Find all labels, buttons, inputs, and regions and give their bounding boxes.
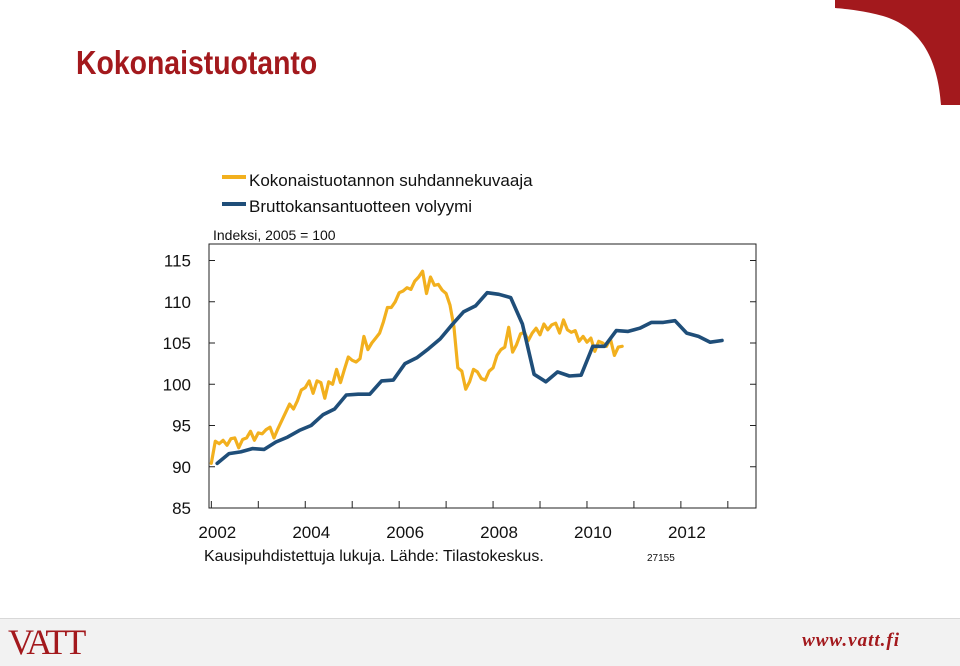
x-tick-label: 2012 [668,523,706,542]
y-axis-unit-label: Indeksi, 2005 = 100 [213,227,336,243]
y-tick-label: 95 [172,417,191,436]
legend-label-suhdannekuvaaja: Kokonaistuotannon suhdannekuvaaja [249,171,533,190]
vatt-logo: VATT [8,622,86,662]
x-tick-label: 2008 [480,523,518,542]
website-link[interactable]: www.vatt.fi [802,630,900,651]
x-tick-label: 2004 [292,523,330,542]
page-title: Kokonaistuotanto [76,44,318,81]
y-tick-label: 110 [164,293,191,312]
series-line-bkt-volyymi [215,290,724,466]
chart-footnote: Kausipuhdistettuja lukuja. Lähde: Tilast… [204,548,544,565]
y-tick-label: 90 [172,458,191,477]
footer-band [0,618,960,666]
plot-frame [208,243,757,509]
axes: 85 90 95 100 105 110 115 2002 2004 2006 2008 2010 20… [163,243,757,542]
x-tick-label: 2010 [574,523,612,542]
y-tick-label: 105 [163,334,191,353]
series-lines [209,269,724,466]
legend-label-bkt-volyymi: Bruttokansantuotteen volyymi [249,197,472,216]
legend: Kokonaistuotannon suhdannekuvaaja Brutto… [222,171,533,216]
y-tick-label: 115 [164,252,191,271]
x-tick-label: 2006 [386,523,424,542]
y-tick-label: 85 [172,499,191,518]
x-tick-label: 2002 [198,523,236,542]
series-line-suhdannekuvaaja [209,269,624,465]
y-tick-label: 100 [163,375,191,394]
line-chart: Kokonaistuotannon suhdannekuvaaja Brutto… [163,171,757,565]
chart-id-number: 27155 [647,553,675,564]
corner-ribbon-decoration [835,0,960,105]
